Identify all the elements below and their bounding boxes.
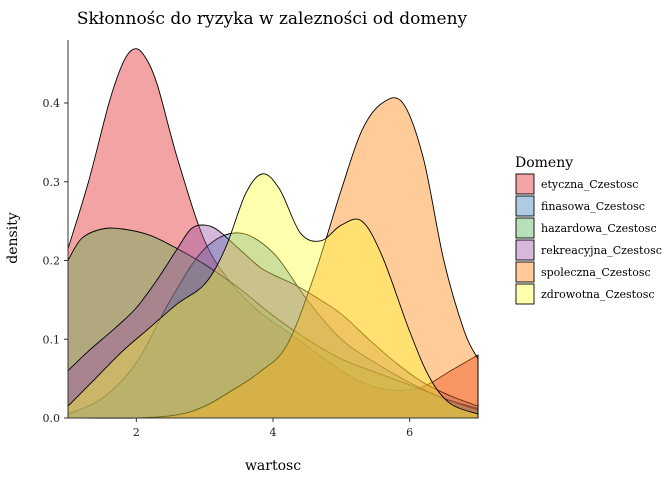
legend-key-spoleczna_Czestosc [515,261,535,283]
y-tick-label: 0.1 [43,333,61,346]
y-tick-label: 0.4 [43,97,61,110]
x-tick-label: 6 [406,426,413,439]
legend-key-etyczna_Czestosc [515,173,535,195]
legend-label-finasowa_Czestosc: finasowa_Czestosc [541,200,645,213]
series-layer [67,48,479,419]
density-area-zdrowotna_Czestosc [67,173,479,419]
legend: Domeny etyczna_Czestosc finasowa_Czestosc… [515,155,662,305]
legend-key-finasowa_Czestosc [515,195,535,217]
legend-title: Domeny [515,155,573,171]
x-tick-label: 2 [133,426,140,439]
density-area-finasowa_Czestosc [67,232,479,419]
chart-title: Skłonnośc do ryzyka w zalezności od dome… [77,9,468,29]
y-tick-label: 0.2 [43,255,61,268]
legend-key-zdrowotna_Czestosc [515,283,535,305]
density-area-spoleczna_Czestosc [67,97,479,419]
y-tick-label: 0.3 [43,176,61,189]
y-axis-label: density [5,212,21,264]
legend-label-rekreacyjna_Czestosc: rekreacyjna_Czestosc [541,244,662,257]
y-tick-label: 0.0 [43,412,61,425]
x-tick-label: 4 [270,426,277,439]
density-area-rekreacyjna_Czestosc [67,224,479,419]
legend-label-hazardowa_Czestosc: hazardowa_Czestosc [541,222,657,235]
legend-key-hazardowa_Czestosc [515,217,535,239]
legend-label-etyczna_Czestosc: etyczna_Czestosc [541,178,638,191]
axes-layer: 0.0 0.1 0.2 0.3 0.4 2 4 6 [43,40,478,439]
legend-label-spoleczna_Czestosc: spoleczna_Czestosc [541,266,651,279]
legend-label-zdrowotna_Czestosc: zdrowotna_Czestosc [541,288,655,301]
x-axis-label: wartosc [245,458,301,474]
legend-key-rekreacyjna_Czestosc [515,239,535,261]
density-area-hazardowa_Czestosc [67,227,479,419]
